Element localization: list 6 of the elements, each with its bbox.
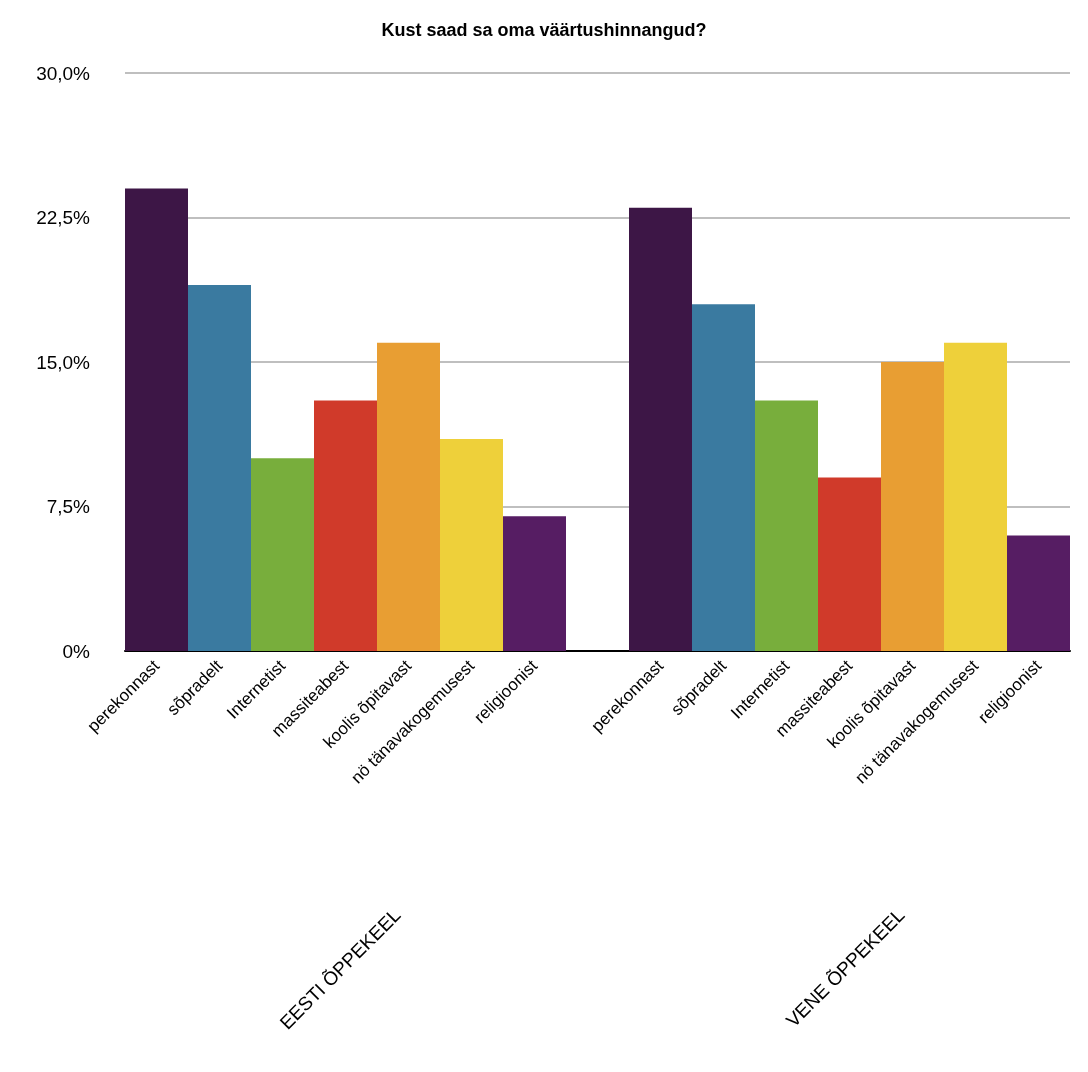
y-tick-label: 0%: [62, 640, 91, 662]
y-tick-label: 30,0%: [36, 62, 91, 84]
y-tick-label: 7,5%: [46, 496, 91, 517]
y-tick-label: 15,0%: [36, 351, 91, 373]
y-tick-label: 22,5%: [36, 207, 91, 228]
chart-title: Kust saad sa oma väärtushinnangud?: [381, 20, 707, 40]
